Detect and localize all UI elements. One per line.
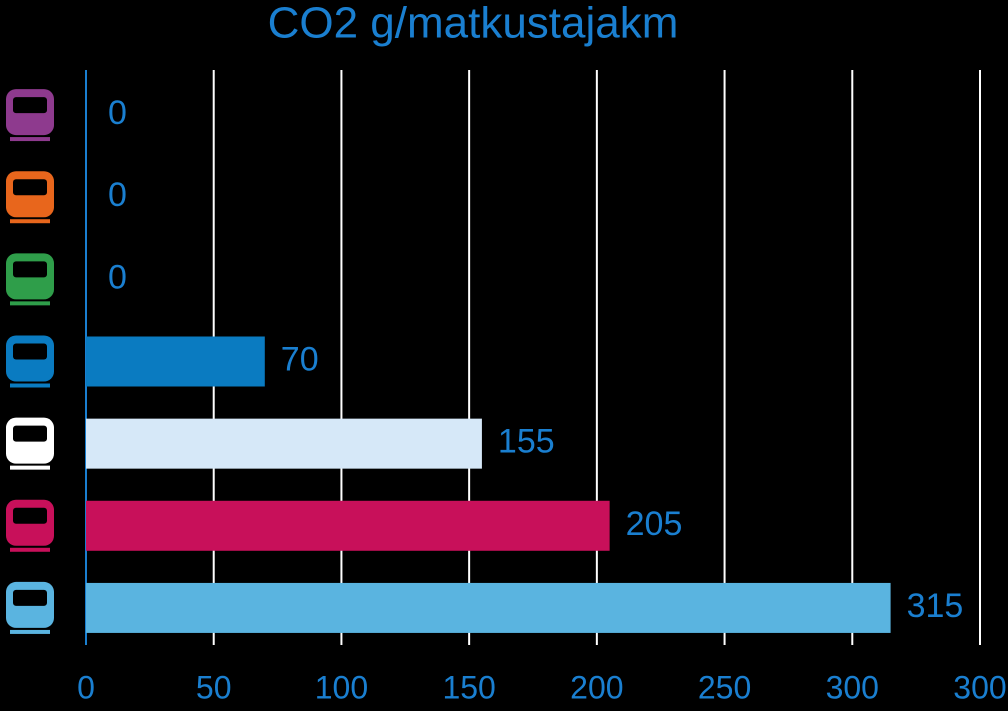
value-label: 0 (108, 176, 127, 214)
category-icon (6, 253, 54, 306)
x-tick-label: 300 (953, 669, 1006, 705)
value-label: 205 (626, 505, 683, 543)
icon-base (10, 137, 50, 142)
icon-base (10, 383, 50, 388)
bar (86, 582, 891, 633)
category-icon (6, 89, 54, 142)
x-tick-label: 100 (315, 669, 368, 705)
icon-base (10, 629, 50, 634)
icon-window (13, 343, 47, 360)
icon-window (13, 507, 47, 524)
value-label: 70 (281, 340, 319, 378)
x-tick-label: 150 (442, 669, 495, 705)
icon-window (13, 425, 47, 442)
icon-base (10, 301, 50, 306)
icon-window (13, 179, 47, 196)
x-tick-label: 0 (77, 669, 95, 705)
x-tick-label: 50 (196, 669, 232, 705)
chart-title: CO2 g/matkustajakm (268, 0, 679, 48)
value-label: 0 (108, 258, 127, 296)
category-icon (6, 499, 54, 552)
icon-window (13, 97, 47, 114)
value-label: 0 (108, 94, 127, 132)
x-tick-label: 300 (826, 669, 879, 705)
value-label: 155 (498, 423, 555, 461)
icon-window (13, 261, 47, 278)
bar (86, 500, 610, 551)
icon-base (10, 465, 50, 470)
value-label: 315 (907, 587, 964, 625)
category-icon (6, 335, 54, 388)
bar (86, 336, 265, 387)
x-tick-label: 250 (698, 669, 751, 705)
x-tick-label: 200 (570, 669, 623, 705)
category-icon (6, 171, 54, 224)
icon-base (10, 547, 50, 552)
category-icon (6, 417, 54, 470)
bar (86, 418, 482, 469)
icon-base (10, 219, 50, 224)
icon-window (13, 589, 47, 606)
category-icon (6, 581, 54, 634)
